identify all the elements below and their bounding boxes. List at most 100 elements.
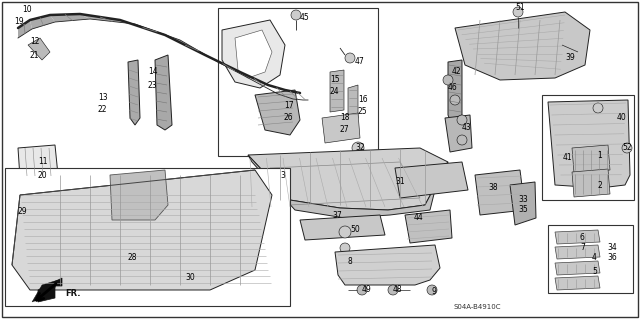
Text: 50: 50 [350,226,360,234]
Polygon shape [555,230,600,244]
Text: 14: 14 [148,68,157,77]
Text: 26: 26 [284,114,294,122]
Polygon shape [475,170,525,215]
Text: 1: 1 [597,151,602,160]
Text: 40: 40 [617,114,627,122]
Polygon shape [248,155,448,218]
Text: 5: 5 [592,268,597,277]
Polygon shape [240,72,278,94]
Text: 4: 4 [592,254,597,263]
Text: FR.: FR. [65,288,81,298]
Text: 22: 22 [98,106,108,115]
Text: 38: 38 [488,183,498,192]
Polygon shape [110,170,168,220]
Text: 43: 43 [462,123,472,132]
Text: 52: 52 [622,144,632,152]
Text: 13: 13 [98,93,108,102]
Text: S04A-B4910C: S04A-B4910C [453,304,500,310]
Polygon shape [38,278,62,302]
Polygon shape [322,113,360,143]
Circle shape [513,7,523,17]
Circle shape [457,115,467,125]
Polygon shape [555,261,600,275]
Bar [5,168,290,306]
Polygon shape [18,20,32,38]
Text: 31: 31 [395,177,404,187]
Polygon shape [12,170,272,290]
Text: 41: 41 [563,153,573,162]
Polygon shape [348,85,358,120]
Text: 39: 39 [565,54,575,63]
Text: 2: 2 [597,181,602,189]
Text: 37: 37 [332,211,342,219]
Text: 21: 21 [30,50,40,60]
Circle shape [388,285,398,295]
Text: 33: 33 [518,196,528,204]
Text: 9: 9 [432,287,437,296]
Text: 49: 49 [362,286,372,294]
Polygon shape [222,20,285,88]
Polygon shape [235,30,272,78]
Circle shape [593,103,603,113]
Polygon shape [32,280,58,302]
Text: 51: 51 [515,4,525,12]
Text: 23: 23 [148,80,157,90]
Circle shape [339,226,351,238]
Polygon shape [330,70,344,112]
Polygon shape [555,276,600,290]
Polygon shape [455,12,590,80]
Polygon shape [80,14,135,24]
Polygon shape [285,90,303,100]
Text: 48: 48 [393,286,403,294]
Text: 16: 16 [358,95,367,105]
Polygon shape [268,85,293,99]
Circle shape [340,243,350,253]
Polygon shape [448,60,462,120]
Polygon shape [50,14,90,22]
Text: 18: 18 [340,114,349,122]
Polygon shape [205,55,252,80]
Polygon shape [165,35,218,62]
Polygon shape [395,162,468,198]
Circle shape [443,75,453,85]
Text: 24: 24 [330,87,340,97]
Text: 45: 45 [300,13,310,23]
Text: 7: 7 [580,243,585,253]
Polygon shape [405,210,452,243]
Polygon shape [555,245,600,259]
Text: 34: 34 [607,243,617,253]
Text: 32: 32 [355,144,365,152]
Text: 6: 6 [580,233,585,241]
Circle shape [457,135,467,145]
Circle shape [622,143,632,153]
Text: 10: 10 [22,5,31,14]
Bar [218,8,378,156]
Text: 19: 19 [14,18,24,26]
Text: 20: 20 [38,170,47,180]
Polygon shape [120,20,180,40]
Polygon shape [572,145,610,173]
Text: 28: 28 [128,254,138,263]
Text: 8: 8 [348,257,353,266]
Polygon shape [128,60,140,125]
Circle shape [352,142,364,154]
Text: 35: 35 [518,205,528,214]
Polygon shape [248,148,448,210]
Text: 47: 47 [355,57,365,66]
Polygon shape [445,115,472,152]
Polygon shape [18,145,58,178]
Polygon shape [255,90,300,135]
Polygon shape [295,92,308,100]
Text: 30: 30 [185,273,195,283]
Text: 27: 27 [340,125,349,135]
Circle shape [291,10,301,20]
Text: 3: 3 [280,170,285,180]
Circle shape [345,53,355,63]
Polygon shape [548,100,630,188]
Polygon shape [335,245,440,285]
Text: 44: 44 [414,213,424,222]
Text: 11: 11 [38,158,47,167]
Polygon shape [28,38,50,60]
Circle shape [427,285,437,295]
Bar [548,225,633,293]
